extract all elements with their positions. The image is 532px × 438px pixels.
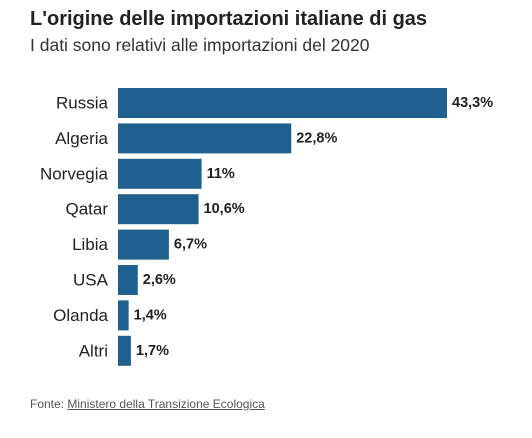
category-label-qatar: Qatar xyxy=(65,200,108,219)
bar-usa[interactable] xyxy=(118,265,138,295)
category-label-altri: Altri xyxy=(79,341,108,360)
bar-russia[interactable] xyxy=(118,88,447,118)
source-link[interactable]: Ministero della Transizione Ecologica xyxy=(67,397,265,411)
bar-altri[interactable] xyxy=(118,335,131,366)
value-label-usa: 2,6% xyxy=(143,272,176,288)
value-label-olanda: 1,4% xyxy=(134,307,167,323)
category-label-norvegia: Norvegia xyxy=(40,164,109,183)
bar-norvegia[interactable] xyxy=(118,158,202,189)
category-label-usa: USA xyxy=(73,271,109,290)
value-label-libia: 6,7% xyxy=(174,237,207,253)
source-prefix: Fonte: xyxy=(30,397,65,411)
chart-title: L'origine delle importazioni italiane di… xyxy=(30,8,428,30)
chart-subtitle: I dati sono relativi alle importazioni d… xyxy=(30,35,370,55)
source-note: Fonte: Ministero della Transizione Ecolo… xyxy=(30,397,265,411)
category-label-algeria: Algeria xyxy=(55,129,108,148)
value-label-algeria: 22,8% xyxy=(296,130,337,146)
category-label-olanda: Olanda xyxy=(53,306,108,325)
category-label-russia: Russia xyxy=(56,94,109,113)
category-label-libia: Libia xyxy=(72,235,108,254)
bar-algeria[interactable] xyxy=(118,123,292,154)
value-label-russia: 43,3% xyxy=(452,95,493,111)
bar-qatar[interactable] xyxy=(118,194,199,225)
bar-olanda[interactable] xyxy=(118,300,129,331)
bar-libia[interactable] xyxy=(118,229,169,260)
value-label-qatar: 10,6% xyxy=(204,201,245,217)
value-label-altri: 1,7% xyxy=(136,343,169,359)
value-label-norvegia: 11% xyxy=(207,166,235,182)
